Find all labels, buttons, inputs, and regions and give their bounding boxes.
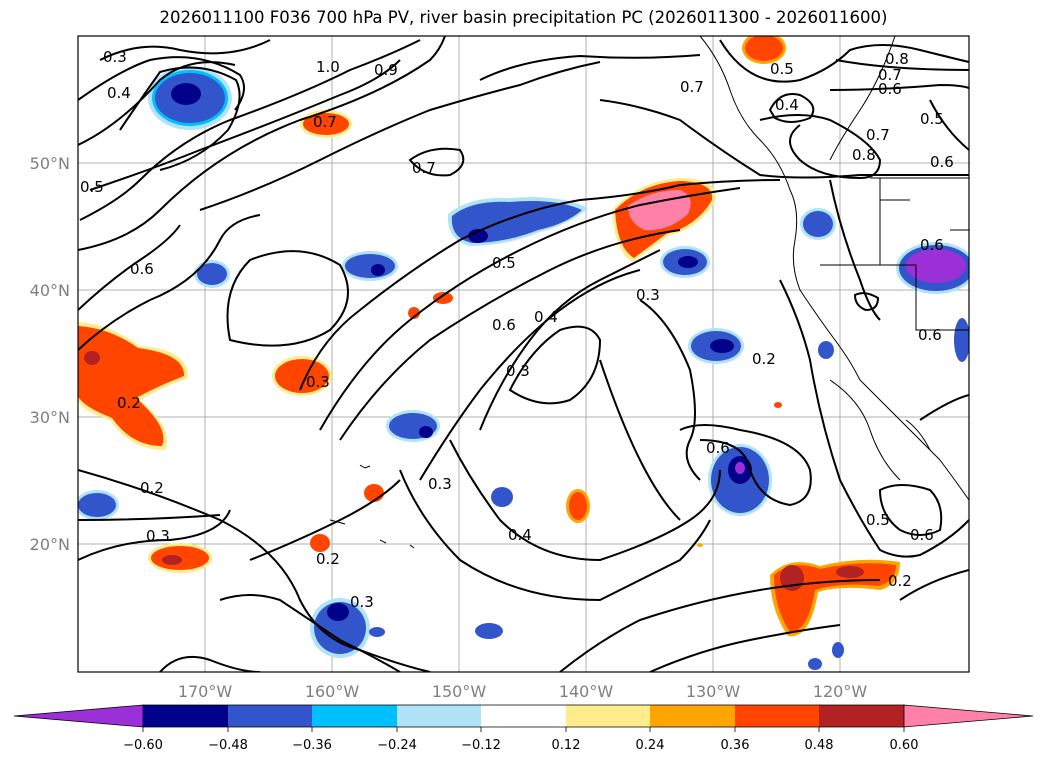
colorbar-tick-label: 0.36 bbox=[721, 738, 750, 753]
precip-warm-patches bbox=[78, 36, 900, 637]
colorbar-bin bbox=[566, 705, 650, 727]
blue-patch-west bbox=[194, 251, 398, 288]
contour-label: 0.4 bbox=[508, 526, 532, 544]
map-frame bbox=[77, 35, 970, 673]
contour-label: 0.6 bbox=[918, 326, 942, 344]
contour-label: 0.8 bbox=[885, 50, 909, 68]
colorbar-tick-label: 0.12 bbox=[552, 738, 581, 753]
contour-label: 0.6 bbox=[130, 260, 154, 278]
contour-label: 0.5 bbox=[866, 511, 890, 529]
map-title: 2026011100 F036 700 hPa PV, river basin … bbox=[159, 8, 888, 27]
contour-label: 0.7 bbox=[412, 159, 436, 177]
blue-patch-aleutian bbox=[148, 66, 232, 130]
contour-label: 0.2 bbox=[752, 350, 776, 368]
colorbar-bin bbox=[481, 705, 566, 727]
contour-label: 0.3 bbox=[636, 286, 660, 304]
coastlines bbox=[699, 36, 969, 501]
lon-label: 170°W bbox=[178, 682, 233, 701]
plot-area: 0.3 0.4 1.0 0.9 0.7 0.5 0.4 0.8 0.7 0.6 … bbox=[78, 36, 969, 672]
warm-patch-mid bbox=[272, 292, 782, 552]
contour-label: 0.3 bbox=[350, 593, 374, 611]
lat-label: 30°N bbox=[30, 408, 70, 427]
contour-labels: 0.3 0.4 1.0 0.9 0.7 0.5 0.4 0.8 0.7 0.6 … bbox=[80, 48, 954, 611]
contour-label: 0.2 bbox=[888, 572, 912, 590]
colorbar-bin bbox=[397, 705, 481, 727]
longitude-labels: 170°W 160°W 150°W 140°W 130°W 120°W bbox=[178, 682, 868, 701]
pv-contours bbox=[78, 36, 969, 672]
lat-label: 20°N bbox=[30, 535, 70, 554]
lon-label: 130°W bbox=[686, 682, 741, 701]
colorbar-tick-label: −0.60 bbox=[123, 738, 163, 753]
colorbar-extend-max bbox=[903, 704, 1034, 728]
blue-patch-west-coast bbox=[800, 208, 969, 362]
blue-patch-south bbox=[310, 598, 844, 670]
latitude-labels: 50°N 40°N 30°N 20°N bbox=[30, 154, 70, 554]
colorbar-tick-label: 0.24 bbox=[636, 738, 665, 753]
contour-label: 0.3 bbox=[506, 362, 530, 380]
lon-label: 120°W bbox=[813, 682, 868, 701]
contour-label: 0.8 bbox=[852, 146, 876, 164]
colorbar-extend-min bbox=[13, 704, 144, 728]
colorbar-bin bbox=[312, 705, 397, 727]
contour-label: 0.3 bbox=[428, 475, 452, 493]
contour-label: 0.5 bbox=[492, 254, 516, 272]
contour-label: 0.4 bbox=[534, 308, 558, 326]
colorbar-bin bbox=[228, 705, 312, 727]
colorbar-tick-label: −0.12 bbox=[461, 738, 501, 753]
warm-patch-west-edge bbox=[78, 322, 189, 450]
warm-patch-north bbox=[300, 36, 786, 138]
precip-blue-patches bbox=[78, 66, 969, 670]
lon-label: 160°W bbox=[305, 682, 360, 701]
contour-label: 0.3 bbox=[103, 48, 127, 66]
lat-label: 40°N bbox=[30, 281, 70, 300]
colorbar-bin bbox=[650, 705, 735, 727]
blue-patch-subtropical bbox=[78, 410, 772, 520]
contour-label: 0.5 bbox=[920, 110, 944, 128]
contour-label: 0.7 bbox=[878, 66, 902, 84]
warm-patch-south bbox=[148, 543, 900, 637]
contour-label: 0.3 bbox=[146, 527, 170, 545]
contour-label: 0.6 bbox=[492, 316, 516, 334]
contour-label: 0.5 bbox=[80, 178, 104, 196]
contour-label: 0.9 bbox=[374, 61, 398, 79]
colorbar-bin bbox=[735, 705, 819, 727]
contour-label: 0.2 bbox=[117, 394, 141, 412]
contour-label: 0.6 bbox=[930, 153, 954, 171]
blue-patch-east-mid bbox=[660, 246, 744, 364]
colorbar-ticks bbox=[142, 727, 905, 732]
contour-label: 0.3 bbox=[306, 373, 330, 391]
contour-label: 0.6 bbox=[920, 236, 944, 254]
colorbar-tick-label: −0.24 bbox=[377, 738, 417, 753]
contour-label: 0.4 bbox=[775, 96, 799, 114]
colorbar: −0.60 −0.48 −0.36 −0.24 −0.12 0.12 0.24 … bbox=[13, 704, 1034, 753]
contour-label: 0.7 bbox=[866, 126, 890, 144]
contour-label: 0.2 bbox=[140, 479, 164, 497]
lon-label: 150°W bbox=[432, 682, 487, 701]
colorbar-bin bbox=[819, 705, 904, 727]
contour-label: 0.6 bbox=[910, 526, 934, 544]
colorbar-tick-label: 0.60 bbox=[890, 738, 919, 753]
blue-patch-central-north bbox=[447, 197, 588, 246]
lon-label: 140°W bbox=[559, 682, 614, 701]
contour-label: 0.7 bbox=[313, 113, 337, 131]
contour-label: 1.0 bbox=[316, 58, 340, 76]
contour-label: 0.6 bbox=[706, 439, 730, 457]
contour-label: 0.5 bbox=[770, 60, 794, 78]
contour-label: 0.6 bbox=[878, 80, 902, 98]
lat-label: 50°N bbox=[30, 154, 70, 173]
colorbar-tick-label: 0.48 bbox=[805, 738, 834, 753]
colorbar-tick-label: −0.36 bbox=[292, 738, 332, 753]
contour-label: 0.2 bbox=[316, 550, 340, 568]
contour-label: 0.7 bbox=[680, 78, 704, 96]
contour-label: 0.4 bbox=[107, 84, 131, 102]
warm-patch-gulf-alaska bbox=[612, 178, 717, 262]
colorbar-bin bbox=[143, 705, 228, 727]
colorbar-tick-label: −0.48 bbox=[208, 738, 248, 753]
islands bbox=[329, 464, 415, 549]
